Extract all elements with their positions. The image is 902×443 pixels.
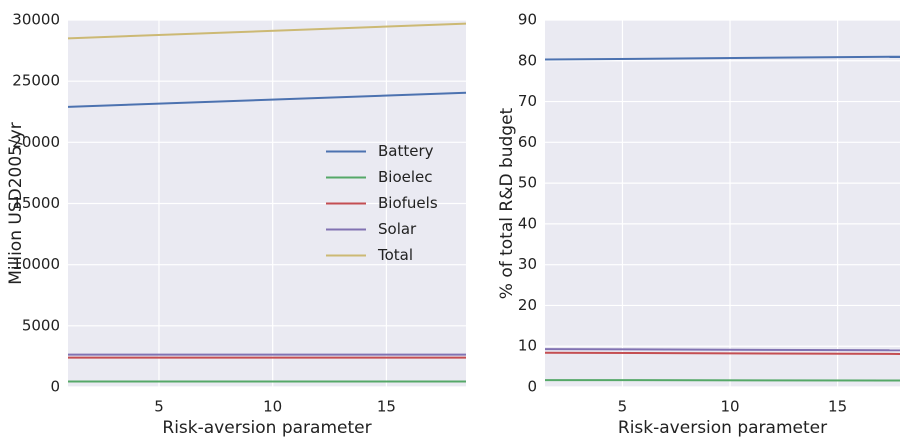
- y-tick-label: 50: [518, 174, 537, 192]
- legend-label: Bioelec: [378, 168, 433, 186]
- series-line: [545, 349, 900, 350]
- y-tick-label: 90: [518, 11, 537, 29]
- y-tick-label: 80: [518, 51, 537, 69]
- legend-label: Biofuels: [378, 194, 438, 212]
- y-tick-label: 60: [518, 133, 537, 151]
- y-tick-label: 0: [50, 378, 60, 396]
- y-tick-label: 40: [518, 214, 537, 232]
- legend-label: Battery: [378, 142, 434, 160]
- y-axis-label: % of total R&D budget: [497, 107, 517, 299]
- x-tick-label: 15: [828, 398, 847, 416]
- y-tick-label: 30000: [12, 11, 60, 29]
- legend-label: Total: [377, 246, 413, 264]
- x-tick-label: 5: [154, 398, 164, 416]
- x-tick-label: 10: [263, 398, 282, 416]
- y-tick-label: 25000: [12, 72, 60, 90]
- y-axis-label: Million USD2005/yr: [6, 122, 26, 285]
- x-axis-label: Risk-aversion parameter: [162, 418, 371, 438]
- plot-area: [545, 20, 900, 387]
- y-tick-label: 70: [518, 92, 537, 110]
- y-tick-label: 30: [518, 255, 537, 273]
- series-line: [545, 353, 900, 354]
- y-tick-label: 10: [518, 337, 537, 355]
- x-tick-label: 5: [618, 398, 628, 416]
- x-tick-label: 15: [377, 398, 396, 416]
- y-tick-label: 0: [527, 378, 537, 396]
- x-axis-label: Risk-aversion parameter: [618, 418, 827, 438]
- x-tick-label: 10: [720, 398, 739, 416]
- legend-label: Solar: [378, 220, 417, 238]
- y-tick-label: 20: [518, 296, 537, 314]
- y-tick-label: 5000: [22, 316, 60, 334]
